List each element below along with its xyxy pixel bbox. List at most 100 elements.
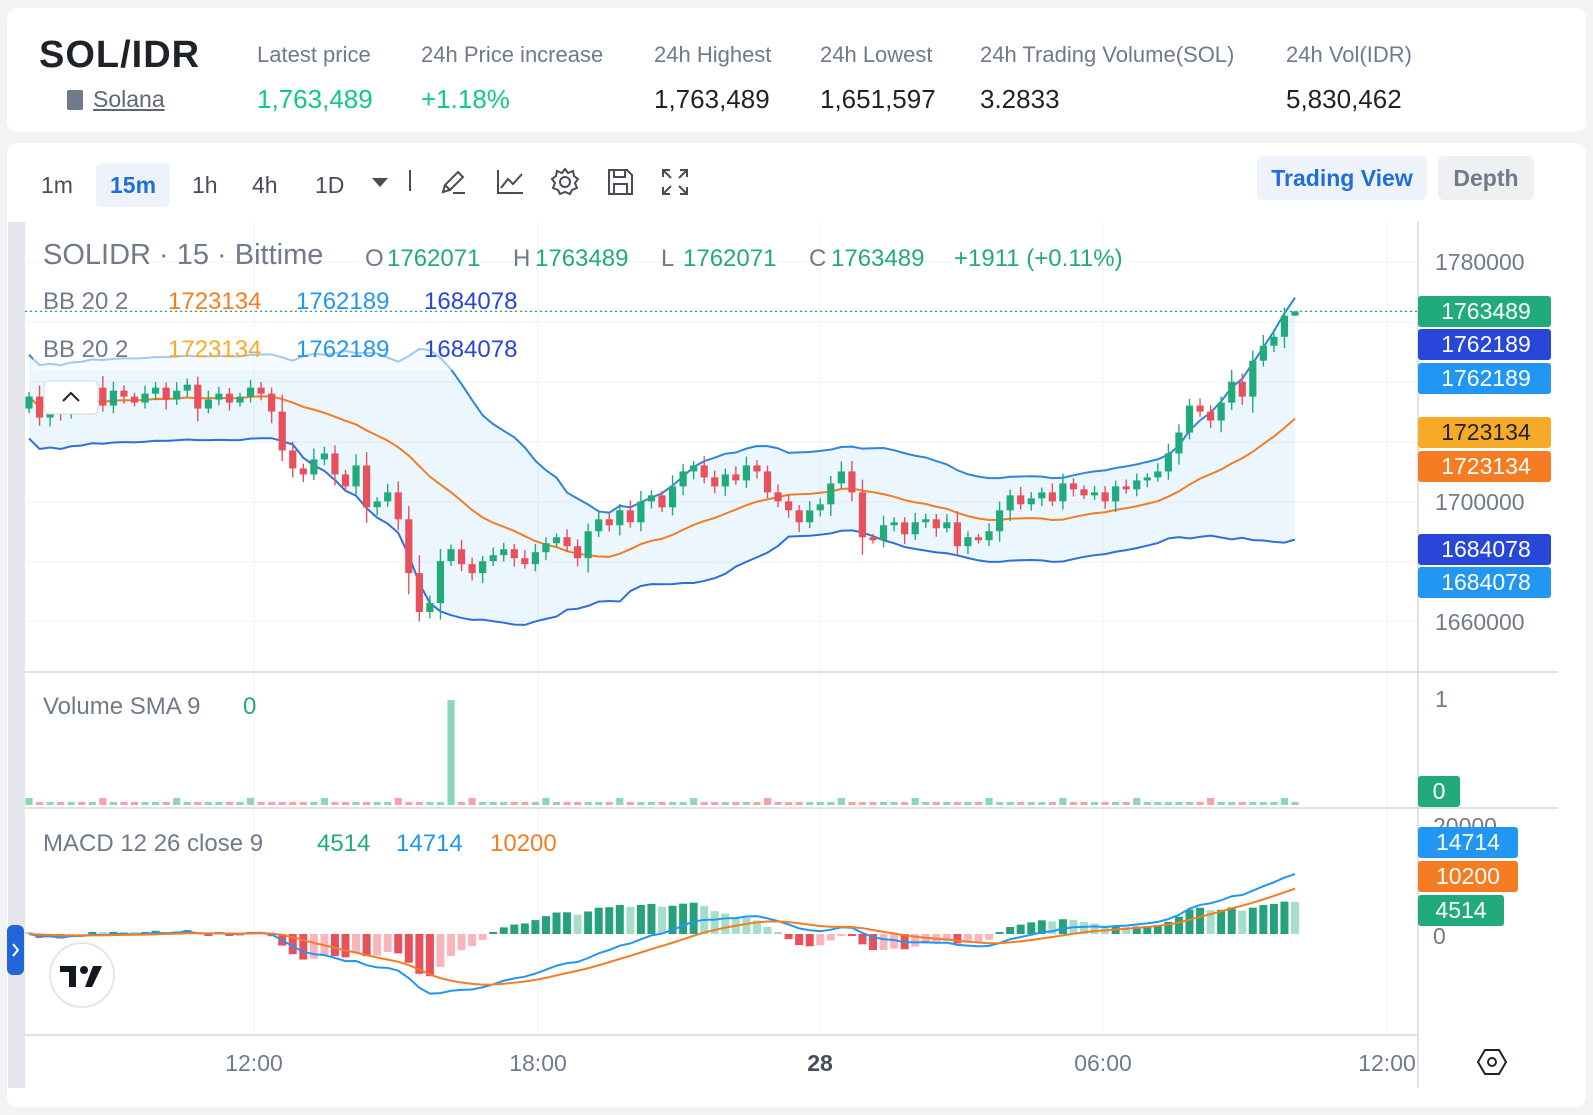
candle: [521, 550, 529, 569]
macd-histogram-bar: [847, 934, 856, 936]
macd-histogram-bar: [1291, 901, 1299, 934]
volume-bar: [246, 798, 255, 805]
timeframe-1h[interactable]: 1h: [192, 172, 218, 198]
candle-body: [742, 465, 750, 481]
candle: [1291, 311, 1299, 316]
candle: [489, 547, 497, 566]
macd-histogram-bar: [478, 934, 487, 940]
gear-icon[interactable]: [548, 165, 582, 199]
coin-link[interactable]: Solana: [67, 86, 165, 113]
volume-bar: [363, 802, 371, 805]
chart-settings-button[interactable]: [1476, 1049, 1508, 1075]
macd-histogram-bar: [1174, 916, 1183, 934]
macd-histogram-bar: [236, 934, 244, 936]
candle-body: [584, 531, 592, 559]
candle: [173, 382, 181, 405]
candle-body: [299, 468, 307, 475]
legend-bb-name: BB 20 2: [43, 288, 128, 315]
time-axis-tick: 18:00: [509, 1050, 567, 1076]
candle-body: [225, 393, 234, 403]
candle: [637, 490, 645, 532]
macd-histogram-bar: [710, 911, 719, 934]
volume-bar: [1006, 802, 1014, 805]
candle-body: [25, 396, 33, 409]
candle: [1280, 307, 1289, 348]
fullscreen-icon[interactable]: [658, 165, 692, 199]
trading-view-tab[interactable]: Trading View: [1257, 156, 1427, 200]
timeframe-15m[interactable]: 15m: [96, 163, 171, 207]
candle: [668, 475, 677, 516]
collapse-legend-button[interactable]: [43, 380, 99, 415]
candle-body: [1207, 411, 1215, 421]
candle: [605, 513, 613, 532]
volume-bar: [879, 802, 888, 805]
stat-value: +1.18%: [421, 84, 510, 114]
candle-body: [521, 558, 529, 565]
legend-ohlc-value: 1762071: [387, 245, 480, 272]
stat-value: 3.2833: [980, 84, 1060, 114]
candle: [1059, 473, 1067, 510]
coin-name[interactable]: Solana: [93, 86, 165, 112]
legend-bb-upper: 1762189: [296, 336, 389, 363]
macd-histogram-bar: [795, 934, 804, 946]
legend-ohlc-value: 1763489: [535, 245, 628, 272]
depth-tab[interactable]: Depth: [1438, 156, 1534, 200]
volume-bar: [616, 798, 624, 805]
expand-sidebar-button[interactable]: [7, 925, 24, 975]
candle-body: [1238, 381, 1246, 397]
timeframe-1d[interactable]: 1D: [315, 172, 345, 198]
volume-bar: [268, 802, 276, 805]
volume-bar: [204, 802, 212, 805]
candle-body: [1006, 495, 1014, 511]
candle: [1228, 369, 1236, 411]
pencil-icon[interactable]: [437, 165, 471, 199]
macd-histogram-bar: [858, 934, 867, 945]
candle-body: [785, 501, 793, 511]
macd-histogram-bar: [309, 934, 318, 959]
candle: [901, 517, 909, 545]
stat-value: 1,763,489: [654, 84, 770, 114]
timeframe-1m[interactable]: 1m: [41, 172, 73, 198]
macd-histogram-bar: [404, 934, 413, 963]
volume-bar: [637, 802, 645, 805]
dropdown-arrow-icon[interactable]: [363, 165, 397, 199]
macd-histogram-bar: [689, 902, 698, 934]
candle-body: [183, 384, 191, 391]
volume-bar: [1090, 802, 1099, 805]
volume-bar: [795, 802, 803, 805]
legend-bb-lower: 1684078: [424, 336, 517, 363]
price-axis-tick: 1660000: [1435, 609, 1525, 635]
candle: [415, 555, 423, 622]
candle: [616, 503, 624, 536]
save-icon[interactable]: [603, 165, 637, 199]
candle: [531, 544, 539, 572]
volume-bar: [827, 802, 835, 805]
volume-bar: [225, 802, 234, 805]
candle: [35, 385, 44, 426]
ticker-header: SOL/IDR Solana Latest price 1,763,489 24…: [7, 8, 1586, 132]
hexagon-dot: [1487, 1057, 1497, 1067]
candle: [890, 517, 898, 532]
candle-body: [753, 465, 761, 472]
legend-volume-value: 0: [243, 693, 256, 720]
legend-volume-name: Volume SMA 9: [43, 693, 200, 720]
volume-bar: [1059, 798, 1067, 805]
macd-histogram-bar: [383, 934, 392, 953]
timeframe-4h[interactable]: 4h: [252, 172, 278, 198]
macd-histogram-bar: [742, 917, 751, 934]
macd-tag-label: 4514: [1435, 897, 1486, 923]
candle-body: [320, 453, 328, 460]
candle-body: [531, 552, 539, 565]
line-chart-icon[interactable]: [493, 165, 527, 199]
volume-bar: [352, 802, 360, 805]
legend-ohlc-label: C: [809, 245, 826, 272]
candle-body: [932, 519, 940, 529]
legend-macd-signal: 10200: [490, 830, 557, 857]
candle: [204, 390, 212, 414]
candle: [869, 533, 877, 544]
candle: [109, 381, 117, 414]
volume-bar: [837, 798, 845, 805]
left-gutter: [8, 222, 25, 1088]
volume-bar: [1185, 802, 1194, 805]
